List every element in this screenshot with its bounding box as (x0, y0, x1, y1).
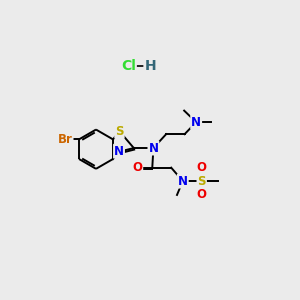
Text: O: O (197, 161, 207, 174)
Text: Cl: Cl (121, 59, 136, 73)
Text: S: S (197, 175, 206, 188)
Text: S: S (115, 125, 124, 138)
Text: N: N (148, 142, 158, 154)
Text: N: N (178, 175, 188, 188)
Text: N: N (114, 145, 124, 158)
Text: Br: Br (58, 133, 73, 146)
Text: N: N (191, 116, 201, 129)
Text: H: H (145, 59, 156, 73)
Text: O: O (197, 188, 207, 201)
Text: O: O (132, 161, 142, 174)
